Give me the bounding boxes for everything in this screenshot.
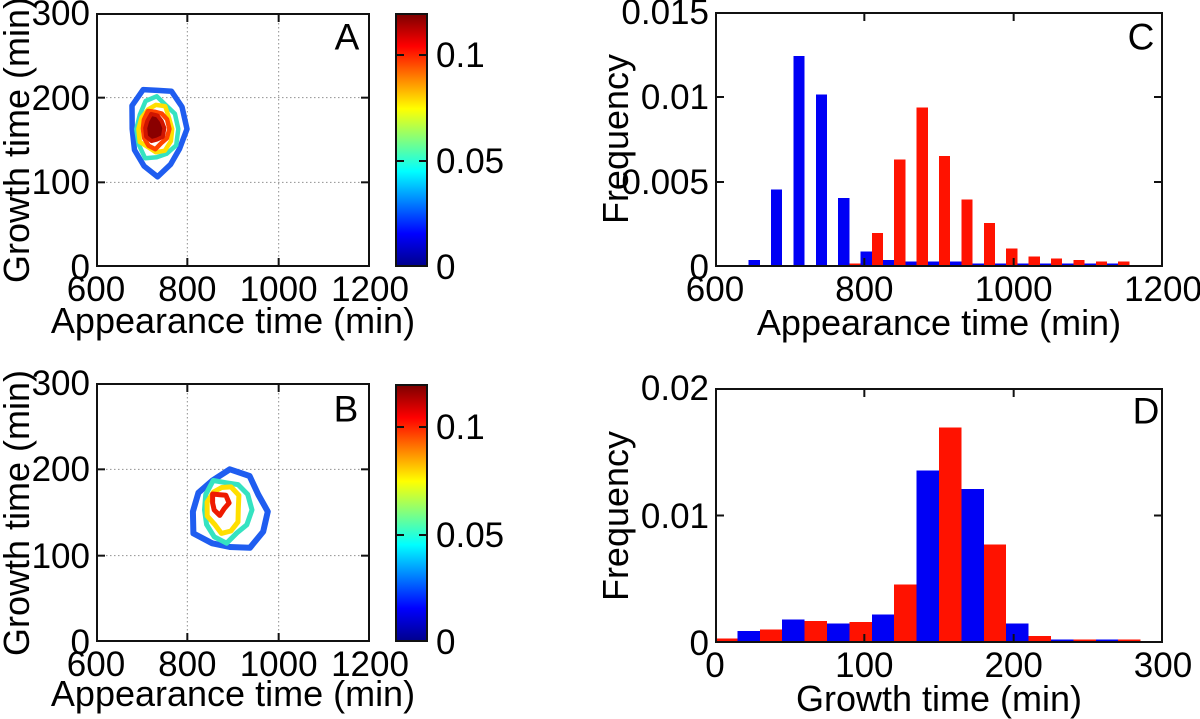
- panel-c-ytick-0: 0: [689, 248, 709, 287]
- panel-c-ytick-0.015: 0.015: [621, 0, 709, 32]
- panel-a-colorbar: [395, 13, 428, 267]
- panel-a-xtick-1000: 1000: [239, 270, 318, 309]
- panel-a-ytick-200: 200: [31, 78, 90, 118]
- panel-a-colorbar-tick: [419, 54, 426, 57]
- panel-a-ytick-0: 0: [70, 248, 90, 287]
- panel-d-ytick-0.02: 0.02: [640, 369, 709, 408]
- panel-b-colorbar-label-0.1: 0.1: [436, 408, 485, 447]
- panel-a-ytick-100: 100: [31, 163, 90, 203]
- panel-b-colorbar-label-0.05: 0.05: [436, 515, 505, 555]
- panel-a-colorbar-label-0.1: 0.1: [436, 36, 485, 76]
- panel-a-letter: A: [334, 16, 360, 58]
- panel-c-letter: C: [1127, 16, 1155, 58]
- panel-a-ylabel: Growth time (min): [0, 0, 37, 284]
- panel-a-xtick-600: 600: [66, 270, 126, 309]
- panel-c-ytick-0.01: 0.01: [640, 78, 709, 117]
- panel-a-colorbar-tick: [397, 54, 404, 57]
- panel-d-plot-area: [715, 388, 1163, 643]
- panel-a-colorbar-tick: [397, 160, 404, 163]
- panel-d-letter: D: [1132, 390, 1160, 432]
- panel-b-ytick-200: 200: [31, 450, 90, 490]
- panel-d-xtick-300: 300: [1133, 646, 1193, 685]
- panel-b-colorbar-label-0: 0: [436, 623, 456, 662]
- panel-b-ytick-0: 0: [70, 623, 90, 662]
- panel-c-plot-area: [715, 12, 1163, 267]
- panel-a-plot-area: [96, 13, 370, 267]
- panel-b-ylabel: Growth time (min): [0, 369, 37, 657]
- panel-c-ytick-0.005: 0.005: [621, 163, 709, 202]
- panel-c-xtick-800: 800: [835, 270, 894, 309]
- panel-a-colorbar-tick: [419, 160, 426, 163]
- panel-c-xlabel: Appearance time (min): [756, 302, 1122, 343]
- panel-c-xtick-1200: 1200: [1124, 270, 1200, 309]
- panel-b-colorbar-tick: [397, 533, 404, 536]
- panel-b-colorbar-tick: [419, 533, 426, 536]
- panel-d-ytick-0.01: 0.01: [640, 496, 709, 536]
- panel-a-xtick-800: 800: [158, 270, 217, 309]
- panel-c-xtick-600: 600: [685, 270, 745, 309]
- panel-b-ytick-300: 300: [31, 364, 90, 403]
- panel-b-colorbar: [395, 384, 428, 642]
- panel-b-ytick-100: 100: [31, 536, 90, 576]
- panel-b-xtick-800: 800: [158, 645, 217, 684]
- panel-d-xlabel: Growth time (min): [795, 678, 1083, 719]
- panel-b-xtick-1200: 1200: [331, 645, 409, 684]
- panel-d-ytick-0: 0: [689, 624, 709, 663]
- panel-d-xtick-0: 0: [705, 646, 725, 685]
- panel-b-plot-area: [96, 383, 370, 642]
- panel-a-xlabel: Appearance time (min): [50, 300, 416, 341]
- panel-b-xtick-1000: 1000: [239, 645, 318, 684]
- panel-a-colorbar-label-0: 0: [436, 248, 456, 287]
- panel-b-xtick-600: 600: [66, 645, 126, 684]
- panel-b-colorbar-tick: [419, 426, 426, 428]
- panel-d-xtick-100: 100: [835, 646, 894, 685]
- panel-a-colorbar-label-0.05: 0.05: [436, 142, 505, 182]
- panel-b-xlabel: Appearance time (min): [50, 673, 416, 714]
- panel-b-letter: B: [333, 388, 359, 430]
- panel-b-colorbar-tick: [397, 426, 404, 428]
- panel-a-ytick-300: 300: [31, 0, 90, 33]
- panel-c-xtick-1000: 1000: [974, 270, 1053, 309]
- panel-d-xtick-200: 200: [984, 646, 1043, 685]
- panel-a-xtick-1200: 1200: [331, 270, 409, 309]
